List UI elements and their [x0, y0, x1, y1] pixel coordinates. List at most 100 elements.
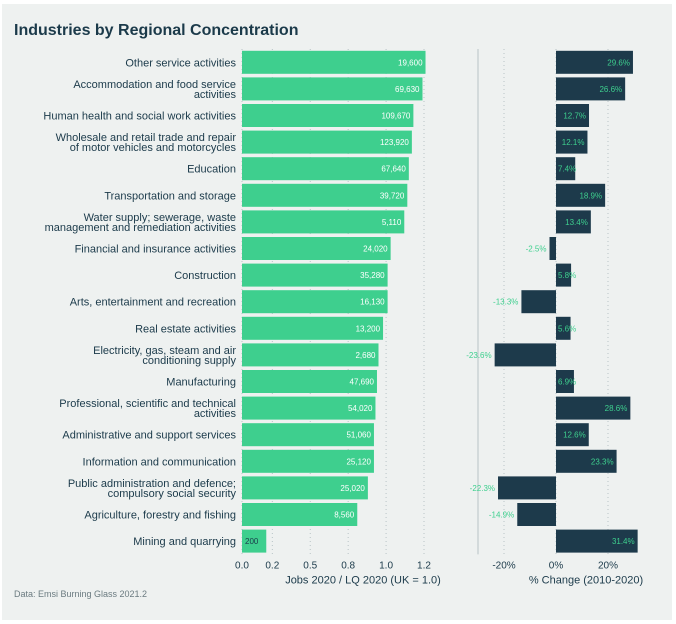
lq-bar: [242, 104, 414, 127]
change-data-label: 6.9%: [558, 378, 576, 387]
change-data-label: 13.4%: [565, 218, 588, 227]
x-tick-label-left: 0.5: [303, 560, 317, 571]
lq-data-label: 35,280: [360, 271, 385, 280]
change-data-label: 31.4%: [612, 537, 635, 546]
lq-data-label: 13,200: [356, 324, 381, 333]
category-label: Real estate activities: [135, 323, 236, 335]
lq-bar: [242, 157, 409, 181]
x-tick-label-right: -20%: [492, 560, 515, 571]
category-label: Other service activities: [125, 57, 236, 69]
change-bar: [556, 396, 631, 420]
lq-bar: [242, 423, 374, 447]
category-label-line1: Wholesale and retail trade and repair: [56, 132, 237, 144]
lq-bar: [242, 130, 412, 154]
change-bar: [556, 449, 617, 473]
category-label-line2: of motor vehicles and motorcycles: [70, 142, 237, 154]
lq-data-label: 5,110: [382, 218, 402, 227]
change-data-label: 5.6%: [558, 324, 576, 333]
x-axis-title-right: % Change (2010-2020): [529, 574, 643, 586]
lq-data-label: 2,680: [355, 351, 376, 360]
change-data-label: -13.3%: [493, 298, 518, 307]
change-bar: [556, 130, 588, 154]
lq-bar: [242, 50, 426, 74]
lq-data-label: 123,920: [380, 138, 409, 147]
change-bar: [556, 104, 590, 127]
change-bar: [521, 290, 556, 314]
lq-bar: [242, 210, 405, 234]
lq-bar: [242, 503, 358, 526]
change-data-label: 28.6%: [605, 404, 628, 413]
lq-bar: [242, 316, 384, 340]
chart-title: Industries by Regional Concentration: [14, 22, 299, 39]
lq-bar: [242, 77, 423, 101]
change-bar: [556, 316, 571, 340]
lq-data-label: 24,020: [363, 245, 388, 254]
change-data-label: 7.4%: [558, 165, 576, 174]
category-label: Transportation and storage: [104, 190, 236, 202]
category-label: Manufacturing: [166, 377, 236, 389]
x-tick-label-right: 0%: [549, 560, 564, 571]
lq-data-label: 16,130: [360, 298, 385, 307]
category-label-line1: Water supply; sewerage, waste: [84, 212, 236, 224]
category-label-line2: management and remediation activities: [45, 222, 237, 234]
lq-data-label: 19,600: [398, 58, 423, 67]
lq-bar: [242, 263, 388, 287]
category-label: Information and communication: [83, 456, 236, 468]
lq-bar: [242, 396, 376, 420]
change-data-label: 23.3%: [591, 457, 614, 466]
category-label: Arts, entertainment and recreation: [70, 297, 236, 309]
x-tick-label-left: 1.0: [379, 560, 393, 571]
change-bar: [556, 157, 576, 181]
lq-data-label: 8,560: [334, 511, 355, 520]
data-source-note: Data: Emsi Burning Glass 2021.2: [14, 589, 148, 599]
change-bar: [556, 77, 626, 101]
lq-data-label: 51,060: [346, 431, 371, 440]
x-tick-label-left: 0.2: [265, 560, 279, 571]
change-bar: [556, 210, 591, 234]
category-label-line1: Accommodation and food service: [73, 79, 236, 91]
lq-data-label: 25,120: [346, 457, 371, 466]
lq-data-label: 39,720: [380, 191, 405, 200]
x-tick-label-right: 20%: [598, 560, 618, 571]
category-label: Construction: [174, 270, 236, 282]
lq-data-label: 25,020: [340, 484, 365, 493]
change-data-label: 12.6%: [563, 431, 586, 440]
change-bar: [556, 50, 633, 74]
category-label: Education: [187, 164, 236, 176]
lq-bar: [242, 370, 377, 393]
lq-bar: [242, 290, 388, 314]
lq-bar: [242, 237, 391, 260]
category-label-line2: conditioning supply: [142, 355, 236, 367]
lq-data-label: 200: [245, 537, 259, 546]
x-axis-title-left: Jobs 2020 / LQ 2020 (UK = 1.0): [285, 574, 441, 586]
category-label: Administrative and support services: [62, 430, 236, 442]
change-bar: [517, 503, 556, 526]
change-data-label: -2.5%: [526, 245, 547, 254]
lq-bar: [242, 183, 408, 207]
lq-data-label: 69,630: [395, 85, 420, 94]
x-tick-label-left: 1.2: [417, 560, 431, 571]
x-tick-label-left: 0.0: [235, 560, 249, 571]
category-label: Agriculture, forestry and fishing: [84, 510, 236, 522]
lq-data-label: 109,670: [381, 112, 410, 121]
category-label-line1: Electricity, gas, steam and air: [93, 345, 236, 357]
change-bar: [549, 237, 556, 260]
lq-bar: [242, 529, 267, 553]
change-bar: [556, 183, 606, 207]
lq-bar: [242, 343, 379, 367]
category-label-line2: activities: [194, 408, 237, 420]
category-label: Mining and quarrying: [133, 536, 236, 548]
lq-data-label: 54,020: [348, 404, 373, 413]
change-data-label: 29.6%: [607, 58, 630, 67]
lq-bar: [242, 449, 374, 473]
change-data-label: -22.3%: [470, 484, 495, 493]
change-data-label: 26.6%: [599, 85, 622, 94]
change-data-label: -14.9%: [489, 511, 514, 520]
lq-bar: [242, 476, 368, 500]
change-bar: [556, 263, 572, 287]
change-bar: [556, 370, 574, 393]
change-data-label: 12.1%: [562, 138, 585, 147]
category-label-line2: activities: [194, 89, 237, 101]
change-data-label: -23.6%: [466, 351, 491, 360]
